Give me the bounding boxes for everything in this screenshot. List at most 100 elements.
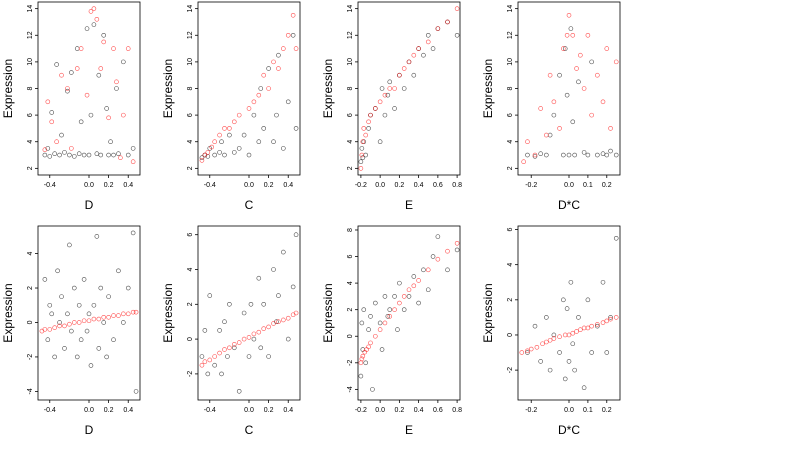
- fitted-point: [589, 323, 594, 329]
- observed-point: [207, 293, 213, 298]
- observed-point: [538, 151, 543, 157]
- y-tick-label: 14: [507, 5, 514, 13]
- fitted-point: [401, 66, 407, 71]
- x-tick-label: 0.0: [84, 182, 94, 189]
- y-tick-label: 4: [187, 267, 194, 271]
- observed-point: [293, 232, 299, 237]
- x-tick-label: 0.6: [433, 182, 443, 189]
- observed-point: [106, 294, 111, 299]
- fitted-point: [217, 350, 222, 356]
- observed-point: [600, 279, 606, 285]
- observed-point: [363, 360, 368, 366]
- observed-point: [585, 152, 591, 158]
- y-axis-title: Expression: [321, 59, 335, 118]
- observed-point: [401, 307, 407, 312]
- observed-point: [585, 297, 591, 303]
- fitted-point: [519, 350, 525, 355]
- fitted-point: [525, 348, 530, 354]
- observed-point: [551, 112, 557, 118]
- fitted-point: [540, 341, 545, 347]
- observed-point: [52, 354, 57, 360]
- fitted-point: [366, 344, 371, 350]
- fitted-point: [360, 353, 366, 359]
- fitted-point: [589, 112, 594, 118]
- observed-point: [199, 155, 205, 160]
- y-tick-label: 6: [347, 255, 354, 259]
- fitted-point: [59, 72, 64, 78]
- fitted-point: [106, 115, 111, 121]
- fitted-point: [435, 26, 441, 31]
- y-tick-label: -2: [187, 371, 194, 377]
- fitted-point: [392, 307, 397, 312]
- observed-point: [96, 346, 102, 351]
- observed-point: [104, 354, 109, 360]
- fitted-point: [266, 86, 271, 91]
- x-tick-label: 0.2: [104, 407, 114, 414]
- observed-point: [406, 294, 412, 299]
- scatter-panel-7: -0.2 0.0 0.1 0.2 -2 0 2 4 6 D*C Expression: [481, 225, 621, 437]
- y-tick-label: -2: [347, 360, 354, 366]
- observed-point: [96, 72, 102, 78]
- observed-point: [589, 350, 594, 355]
- fitted-point: [251, 99, 257, 105]
- observed-point: [86, 152, 92, 158]
- fitted-point: [406, 287, 412, 293]
- fitted-point: [49, 119, 55, 125]
- fitted-point: [387, 314, 393, 319]
- fitted-point: [281, 317, 286, 323]
- observed-point: [246, 152, 252, 158]
- observed-point: [116, 151, 121, 157]
- observed-point: [361, 307, 367, 312]
- observed-point: [114, 86, 119, 91]
- x-axis-title: D*C: [558, 423, 580, 437]
- y-tick-label: 6: [347, 113, 354, 117]
- x-tick-label: -0.2: [525, 407, 537, 414]
- x-axis-title: E: [405, 423, 413, 437]
- y-axis-title: Expression: [161, 59, 175, 118]
- observed-point: [608, 315, 613, 320]
- fitted-point: [202, 152, 208, 158]
- observed-point: [613, 236, 619, 241]
- observed-point: [202, 328, 208, 333]
- observed-point: [231, 150, 237, 155]
- fitted-point: [236, 112, 242, 118]
- fitted-point: [604, 318, 610, 324]
- fitted-point: [293, 46, 299, 51]
- y-tick-label: 10: [507, 58, 514, 66]
- observed-point: [111, 152, 116, 158]
- observed-point: [81, 277, 87, 282]
- fitted-point: [246, 335, 252, 340]
- observed-point: [525, 350, 530, 355]
- observed-point: [600, 151, 606, 157]
- y-tick-label: 4: [347, 281, 354, 285]
- observed-point: [359, 146, 365, 151]
- fitted-point: [445, 248, 450, 254]
- fitted-point: [74, 66, 80, 71]
- x-tick-label: 0.6: [433, 407, 443, 414]
- fitted-point: [604, 46, 610, 51]
- y-tick-label: 0: [27, 320, 34, 324]
- observed-point: [84, 328, 90, 334]
- fitted-point: [261, 326, 267, 331]
- observed-point: [57, 152, 62, 158]
- y-tick-label: 4: [347, 140, 354, 144]
- y-tick-label: 8: [347, 228, 354, 232]
- observed-point: [241, 132, 247, 138]
- observed-point: [251, 336, 257, 342]
- observed-point: [86, 311, 92, 317]
- y-axis-title: Expression: [321, 283, 335, 342]
- observed-point: [595, 323, 600, 329]
- y-tick-label: 8: [507, 86, 514, 90]
- y-tick-label: 10: [347, 58, 354, 66]
- observed-point: [411, 72, 417, 78]
- observed-point: [454, 247, 460, 253]
- observed-point: [78, 337, 84, 343]
- fitted-point: [81, 318, 87, 324]
- observed-point: [199, 354, 205, 359]
- x-tick-label: 0.4: [283, 182, 293, 189]
- fitted-point: [373, 106, 378, 111]
- observed-point: [377, 139, 383, 145]
- observed-point: [88, 112, 94, 118]
- y-tick-label: 10: [187, 58, 194, 66]
- observed-point: [69, 328, 74, 334]
